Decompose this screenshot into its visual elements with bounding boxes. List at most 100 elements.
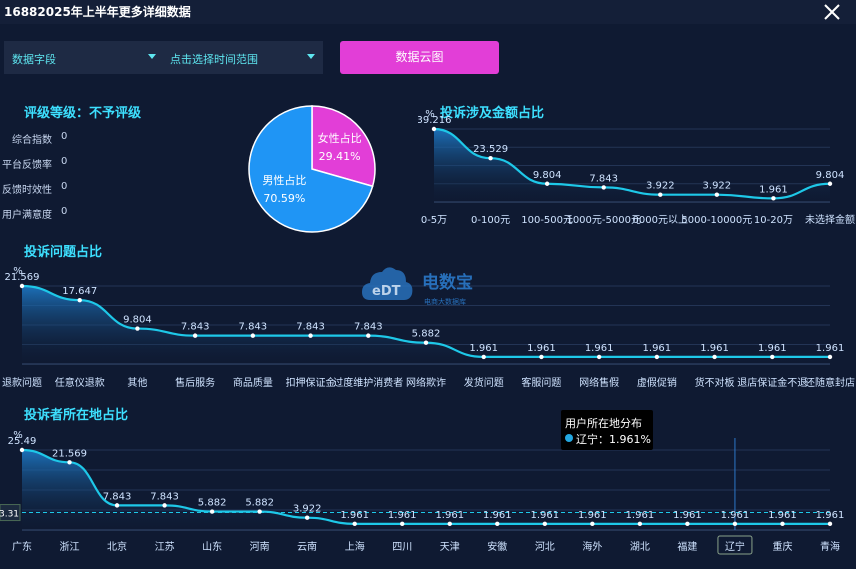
data-label: 1.961	[340, 510, 369, 521]
data-point	[366, 333, 371, 338]
data-point	[488, 156, 493, 161]
data-label: 7.843	[103, 491, 132, 502]
data-cloud-button[interactable]: 数据云图	[340, 41, 499, 74]
amount-chart-title: 投诉涉及金额占比	[440, 106, 545, 121]
x-tick-label: 北京	[107, 540, 127, 553]
data-point	[658, 192, 663, 197]
pie-slice-value: 70.59%	[263, 192, 305, 205]
x-tick-label: 还随意封店	[805, 376, 855, 389]
rating-label: 平台反馈率	[2, 160, 52, 171]
data-point	[257, 509, 262, 514]
series-line	[21, 448, 830, 525]
data-label: 1.961	[483, 510, 512, 521]
y-axis-label: %	[13, 430, 23, 441]
data-point	[304, 515, 310, 520]
chevron-down-icon	[148, 54, 156, 59]
amount-area-chart: 39.216 0-5万 23.529 0-100元 9.804 100-500元 7.843…	[418, 109, 855, 226]
data-label: 1.961	[469, 343, 498, 354]
data-label: 21.569	[5, 272, 40, 283]
x-tick-label: 河南	[250, 540, 270, 553]
data-point	[732, 521, 738, 527]
x-tick-label: 河北	[535, 541, 555, 553]
x-tick-label: 0-100元	[471, 215, 510, 226]
rating-row: 综合指数 0	[0, 131, 90, 146]
data-point	[544, 181, 550, 186]
rating-label: 综合指数	[12, 135, 52, 146]
data-point	[447, 521, 452, 527]
data-point	[352, 521, 357, 527]
data-label: 1.961	[585, 343, 614, 354]
x-tick-label: 安徽	[487, 540, 507, 553]
x-tick-label: 100-500元	[521, 215, 573, 226]
location-area-chart: 3.31 25.49 广东 21.569 浙江 7.843 北京 7.843 江苏 5.882 山东…	[0, 430, 844, 555]
data-label: 5.882	[245, 498, 274, 509]
x-tick-label: 浙江	[60, 541, 80, 553]
data-point	[135, 326, 140, 331]
data-point	[827, 521, 833, 527]
rating-row: 平台反馈率 0	[0, 156, 90, 171]
data-point	[250, 333, 256, 338]
tooltip-title: 用户所在地分布	[565, 417, 642, 430]
x-tick-label: 0000元以上	[633, 214, 688, 226]
data-point	[827, 354, 833, 360]
data-point	[714, 192, 720, 197]
data-point	[685, 521, 690, 527]
data-label: 1.961	[721, 510, 750, 521]
data-label: 7.843	[150, 491, 179, 502]
issue-chart-title: 投诉问题占比	[24, 245, 103, 260]
data-label: 9.804	[123, 315, 152, 326]
data-label: 7.843	[181, 322, 210, 333]
x-tick-label: 5000-10000元	[681, 215, 752, 226]
data-point	[542, 521, 548, 527]
data-point	[431, 126, 437, 132]
data-point	[590, 521, 595, 527]
watermark-logo-text: eDT	[372, 284, 401, 299]
data-label: 1.961	[643, 343, 672, 354]
data-label: 5.882	[412, 329, 441, 340]
x-tick-label: 其他	[127, 376, 147, 389]
x-tick-label: 任意仪退款	[55, 376, 105, 389]
data-point	[481, 354, 486, 360]
x-tick-label: 天津	[440, 541, 460, 553]
rating-title: 评级等级：不予评级	[24, 106, 142, 121]
data-point	[827, 181, 833, 186]
data-point	[77, 297, 82, 303]
data-point	[162, 503, 167, 508]
data-label: 3.922	[293, 504, 322, 515]
data-point	[770, 354, 775, 360]
data-label: 1.961	[435, 510, 464, 521]
x-tick-label: 1000元-5000元	[566, 215, 641, 226]
x-tick-label: 青海	[820, 540, 840, 553]
rating-value: 0	[61, 131, 68, 142]
window-title: 16882025年上半年更多详细数据	[4, 5, 191, 19]
data-point	[596, 354, 602, 360]
x-tick-label: 10-20万	[754, 215, 793, 226]
data-point	[539, 354, 544, 360]
area-fill	[434, 129, 830, 202]
data-label: 9.804	[533, 170, 562, 181]
reference-line-label: 3.31	[0, 510, 19, 520]
x-tick-label: 山东	[202, 540, 222, 553]
data-label: 1.961	[758, 343, 787, 354]
area-fill	[22, 286, 830, 364]
watermark-sub: 电商大数据库	[424, 297, 466, 306]
x-tick-label: 云南	[297, 540, 317, 553]
data-label: 1.961	[578, 510, 607, 521]
field-select-label: 数据字段	[12, 53, 56, 66]
chevron-down-icon	[307, 54, 315, 59]
pie-slice-value: 29.41%	[319, 150, 361, 163]
time-range-select[interactable]: 点击选择时间范围	[162, 41, 323, 74]
x-tick-label: 发货问题	[464, 376, 504, 389]
x-tick-label: 客服问题	[521, 376, 561, 389]
y-axis-label: %	[13, 266, 23, 277]
data-point	[209, 509, 215, 514]
close-icon[interactable]	[822, 2, 842, 22]
x-tick-label: 重庆	[772, 540, 792, 553]
data-label: 21.569	[52, 448, 87, 459]
series-dot-icon	[565, 434, 573, 442]
field-select[interactable]: 数据字段	[4, 41, 162, 74]
x-tick-label: 售后服务	[175, 376, 215, 389]
rating-row: 用户满意度 0	[0, 206, 90, 221]
data-label: 1.961	[531, 510, 560, 521]
gender-pie-chart: 女性占比 29.41% 男性占比 70.59%	[248, 105, 376, 233]
